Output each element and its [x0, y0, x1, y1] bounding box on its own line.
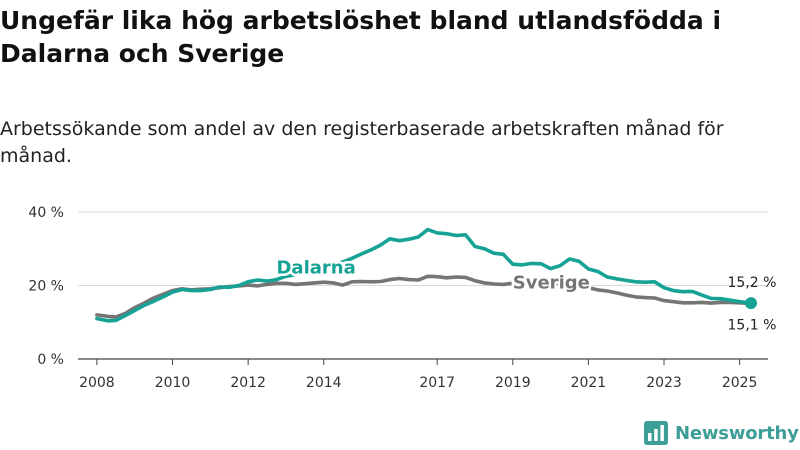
x-tick-label: 2012 — [230, 375, 266, 391]
y-tick-label: 0 % — [37, 352, 64, 368]
y-tick-label: 20 % — [28, 279, 64, 295]
series-line-dalarna — [95, 227, 753, 323]
x-tick-label: 2025 — [722, 375, 758, 391]
x-tick-label: 2008 — [79, 375, 115, 391]
y-tick-label: 40 % — [28, 205, 64, 221]
chart-subtitle: Arbetssökande som andel av den registerb… — [0, 118, 724, 167]
newsworthy-logo-icon — [644, 421, 668, 445]
series-label-sverige: Sverige — [513, 272, 590, 293]
x-tick-label: 2014 — [306, 375, 342, 391]
y-grid — [78, 211, 768, 360]
end-markers: 15,2 % 15,1 % — [728, 275, 777, 333]
series-label-dalarna: Dalarna — [276, 258, 355, 279]
brand-logo: Newsworthy — [644, 418, 799, 448]
end-label-dalarna: 15,2 % — [728, 275, 777, 291]
x-tick-label: 2010 — [155, 375, 191, 391]
series-lines — [95, 227, 753, 323]
x-tick-label: 2017 — [419, 375, 455, 391]
y-axis-labels: 0 % 20 % 40 % — [28, 205, 64, 368]
x-tick-label: 2023 — [646, 375, 682, 391]
series-labels: Dalarna Sverige — [274, 255, 592, 296]
x-tick-label: 2019 — [495, 375, 531, 391]
x-tick-label: 2021 — [571, 375, 607, 391]
brand-name: Newsworthy — [675, 422, 799, 444]
end-label-sverige: 15,1 % — [728, 318, 777, 334]
chart-title: Ungefär lika hög arbetslöshet bland utla… — [0, 6, 722, 68]
end-point-marker — [744, 297, 757, 310]
x-axis: 2008 2010 2012 2014 2017 2019 2021 2023 2025 — [79, 359, 757, 391]
